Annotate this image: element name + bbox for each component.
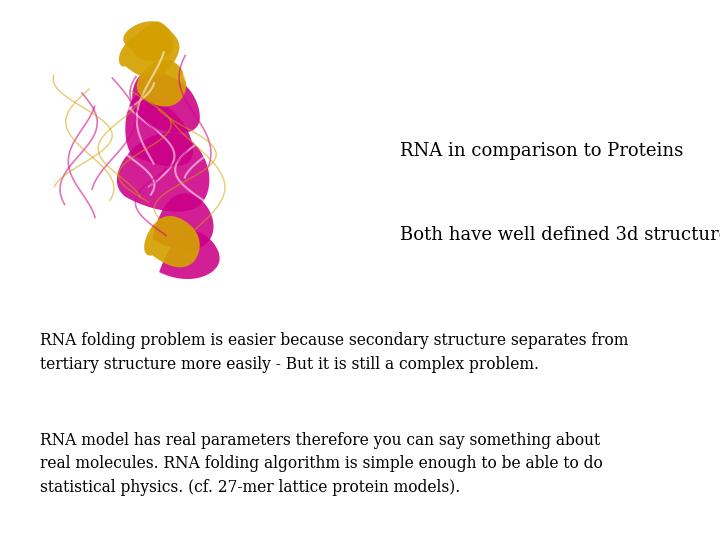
Polygon shape: [125, 93, 193, 166]
Polygon shape: [159, 232, 220, 279]
Polygon shape: [144, 216, 199, 267]
Polygon shape: [137, 60, 186, 106]
Polygon shape: [132, 71, 200, 133]
Text: RNA in comparison to Proteins: RNA in comparison to Proteins: [400, 142, 683, 160]
Polygon shape: [119, 22, 179, 78]
Text: RNA folding problem is easier because secondary structure separates from
tertiar: RNA folding problem is easier because se…: [40, 332, 628, 373]
Text: RNA model has real parameters therefore you can say something about
real molecul: RNA model has real parameters therefore …: [40, 432, 603, 496]
Polygon shape: [117, 132, 210, 212]
Polygon shape: [153, 193, 214, 250]
Polygon shape: [58, 38, 153, 253]
Text: Both have well defined 3d structures: Both have well defined 3d structures: [400, 226, 720, 244]
Polygon shape: [84, 94, 133, 141]
Polygon shape: [64, 55, 120, 105]
Polygon shape: [123, 21, 174, 60]
